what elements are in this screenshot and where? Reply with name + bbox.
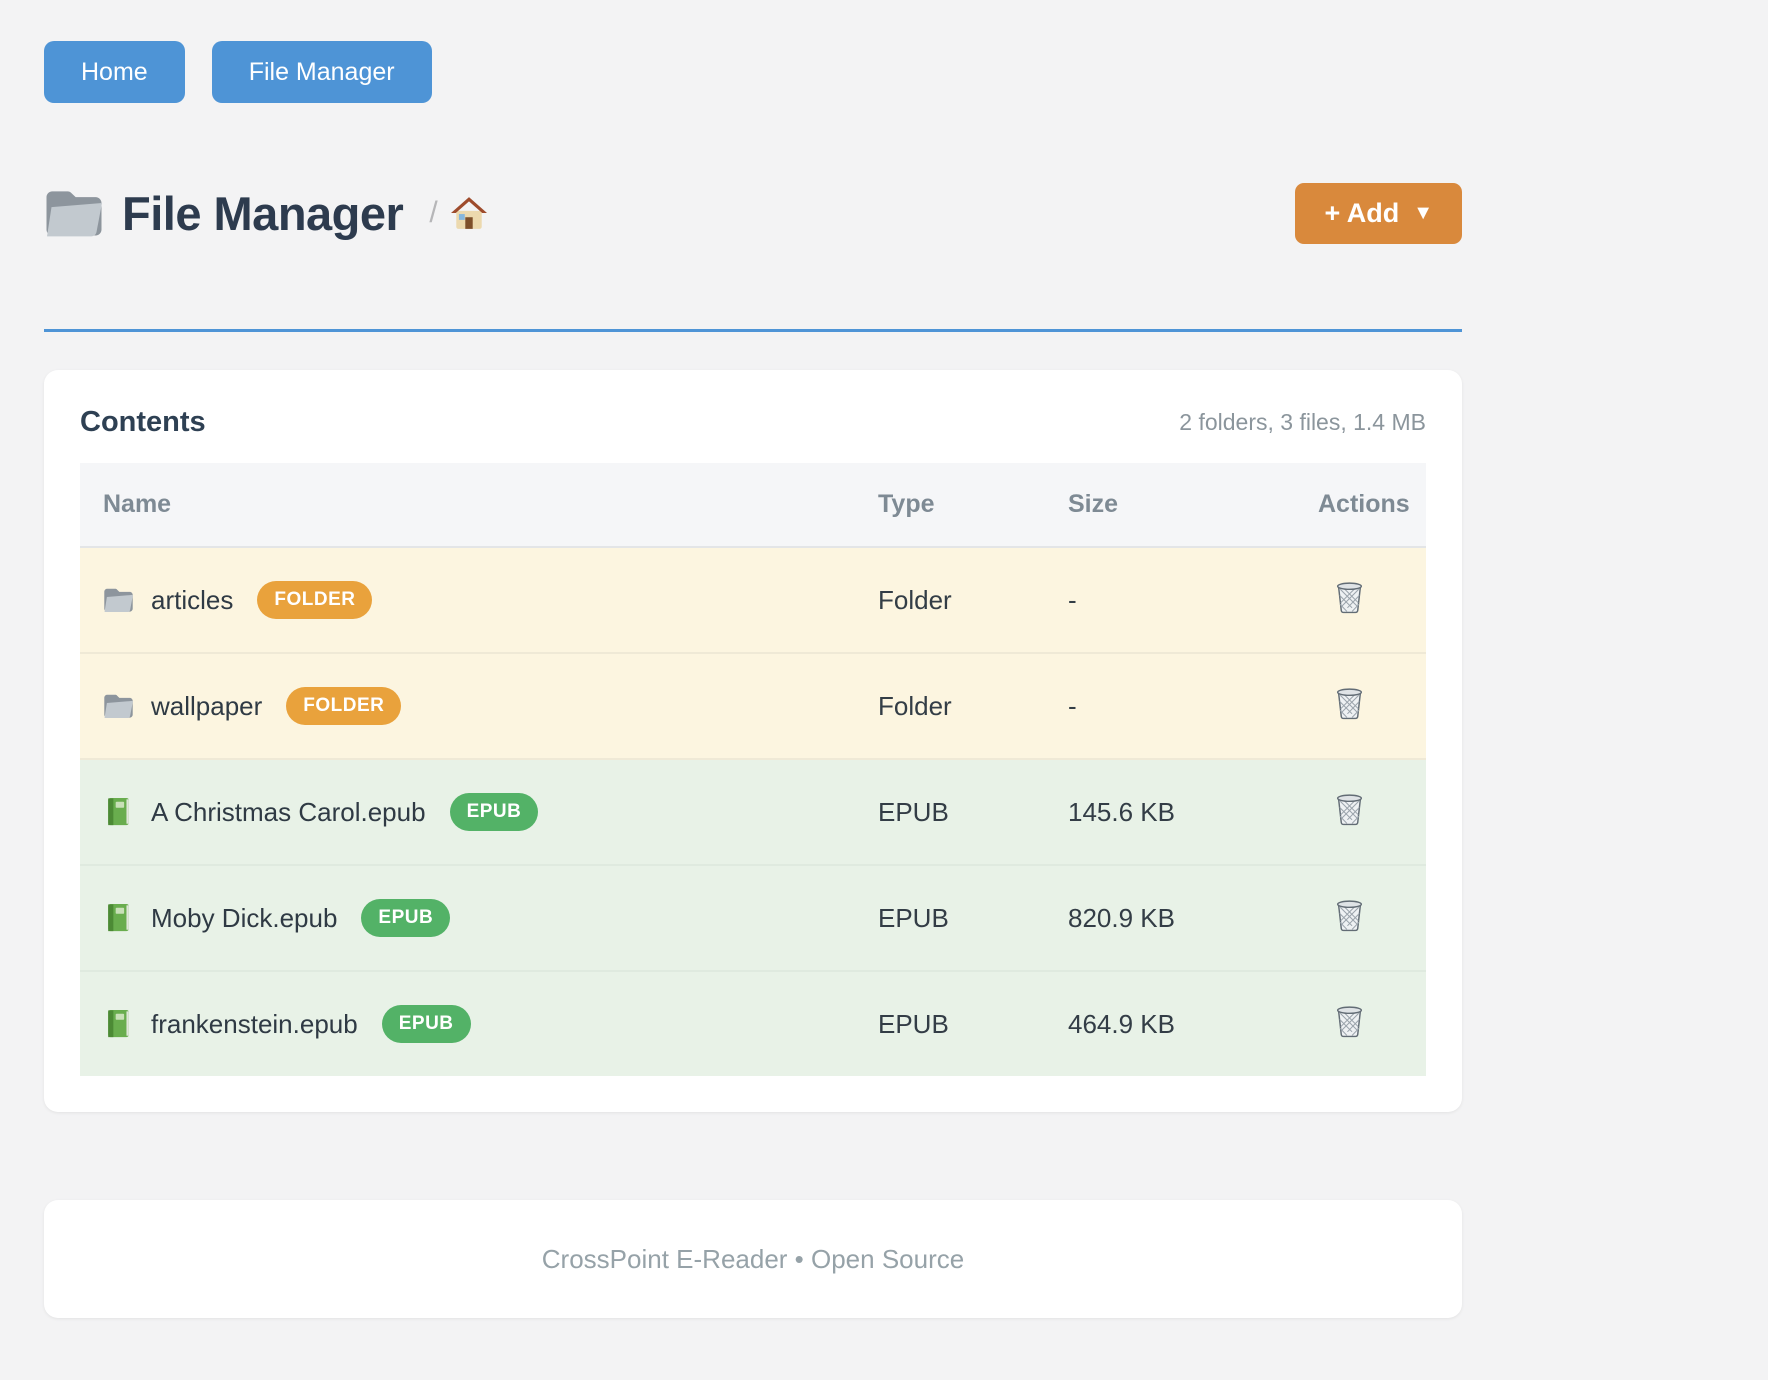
page-title: File Manager: [122, 186, 404, 240]
file-name: frankenstein.epub: [151, 1008, 358, 1039]
type-badge: EPUB: [361, 899, 451, 937]
add-button-label: + Add: [1324, 197, 1400, 228]
folder-icon: [44, 188, 104, 238]
type-badge: EPUB: [449, 793, 539, 831]
table-row[interactable]: frankenstein.epub EPUB EPUB 464.9 KB: [80, 971, 1426, 1076]
footer-card: CrossPoint E-Reader • Open Source: [44, 1200, 1462, 1318]
trash-icon: [1334, 579, 1365, 614]
folder-icon: [103, 585, 134, 615]
trash-icon: [1334, 791, 1365, 826]
file-name: wallpaper: [151, 690, 263, 721]
type-cell: EPUB: [878, 865, 1068, 972]
book-icon: [103, 903, 134, 933]
type-cell: EPUB: [878, 759, 1068, 866]
title-divider: [44, 329, 1462, 332]
size-cell: -: [1068, 653, 1318, 760]
size-cell: 464.9 KB: [1068, 971, 1318, 1076]
size-cell: 820.9 KB: [1068, 865, 1318, 972]
table-row[interactable]: articles FOLDER Folder -: [80, 547, 1426, 654]
nav-tab-home[interactable]: Home: [44, 41, 185, 103]
table-row[interactable]: wallpaper FOLDER Folder -: [80, 653, 1426, 760]
file-name: articles: [151, 584, 234, 615]
house-icon[interactable]: [451, 196, 487, 230]
page-header: File Manager / + Add ▼: [44, 169, 1462, 257]
type-cell: EPUB: [878, 971, 1068, 1076]
book-icon: [103, 797, 134, 827]
page: Home File Manager File Manager / + Add ▼…: [44, 0, 1462, 1318]
table-row[interactable]: A Christmas Carol.epub EPUB EPUB 145.6 K…: [80, 759, 1426, 866]
breadcrumb-separator: /: [429, 196, 438, 229]
contents-table: Name Type Size Actions articles FOLDER F…: [80, 463, 1426, 1076]
delete-button[interactable]: [1318, 685, 1365, 720]
card-title: Contents: [80, 406, 206, 438]
type-cell: Folder: [878, 547, 1068, 654]
footer-text: CrossPoint E-Reader • Open Source: [541, 1243, 965, 1274]
trash-icon: [1334, 685, 1365, 720]
top-nav: Home File Manager: [44, 41, 1462, 103]
table-header-row: Name Type Size Actions: [80, 463, 1426, 548]
column-header-actions: Actions: [1318, 463, 1426, 548]
contents-summary: 2 folders, 3 files, 1.4 MB: [1179, 409, 1426, 435]
delete-button[interactable]: [1318, 1003, 1365, 1038]
chevron-down-icon: ▼: [1413, 201, 1433, 224]
trash-icon: [1334, 897, 1365, 932]
type-badge: FOLDER: [257, 581, 373, 619]
column-header-name: Name: [80, 463, 878, 548]
column-header-size: Size: [1068, 463, 1318, 548]
add-button[interactable]: + Add ▼: [1295, 182, 1462, 244]
size-cell: 145.6 KB: [1068, 759, 1318, 866]
file-name: Moby Dick.epub: [151, 902, 338, 933]
nav-tab-file-manager[interactable]: File Manager: [211, 41, 432, 103]
folder-icon: [103, 691, 134, 721]
file-name: A Christmas Carol.epub: [151, 796, 426, 827]
contents-card: Contents 2 folders, 3 files, 1.4 MB Name…: [44, 370, 1462, 1112]
type-badge: EPUB: [381, 1005, 471, 1043]
book-icon: [103, 1009, 134, 1039]
type-cell: Folder: [878, 653, 1068, 760]
table-row[interactable]: Moby Dick.epub EPUB EPUB 820.9 KB: [80, 865, 1426, 972]
type-badge: FOLDER: [286, 687, 402, 725]
column-header-type: Type: [878, 463, 1068, 548]
contents-card-header: Contents 2 folders, 3 files, 1.4 MB: [80, 406, 1426, 439]
delete-button[interactable]: [1318, 897, 1365, 932]
size-cell: -: [1068, 547, 1318, 654]
title-group: File Manager /: [44, 186, 487, 241]
breadcrumb: /: [429, 196, 486, 230]
trash-icon: [1334, 1003, 1365, 1038]
delete-button[interactable]: [1318, 791, 1365, 826]
contents-table-body: articles FOLDER Folder - wallpaper FOLDE…: [80, 547, 1426, 1076]
delete-button[interactable]: [1318, 579, 1365, 614]
